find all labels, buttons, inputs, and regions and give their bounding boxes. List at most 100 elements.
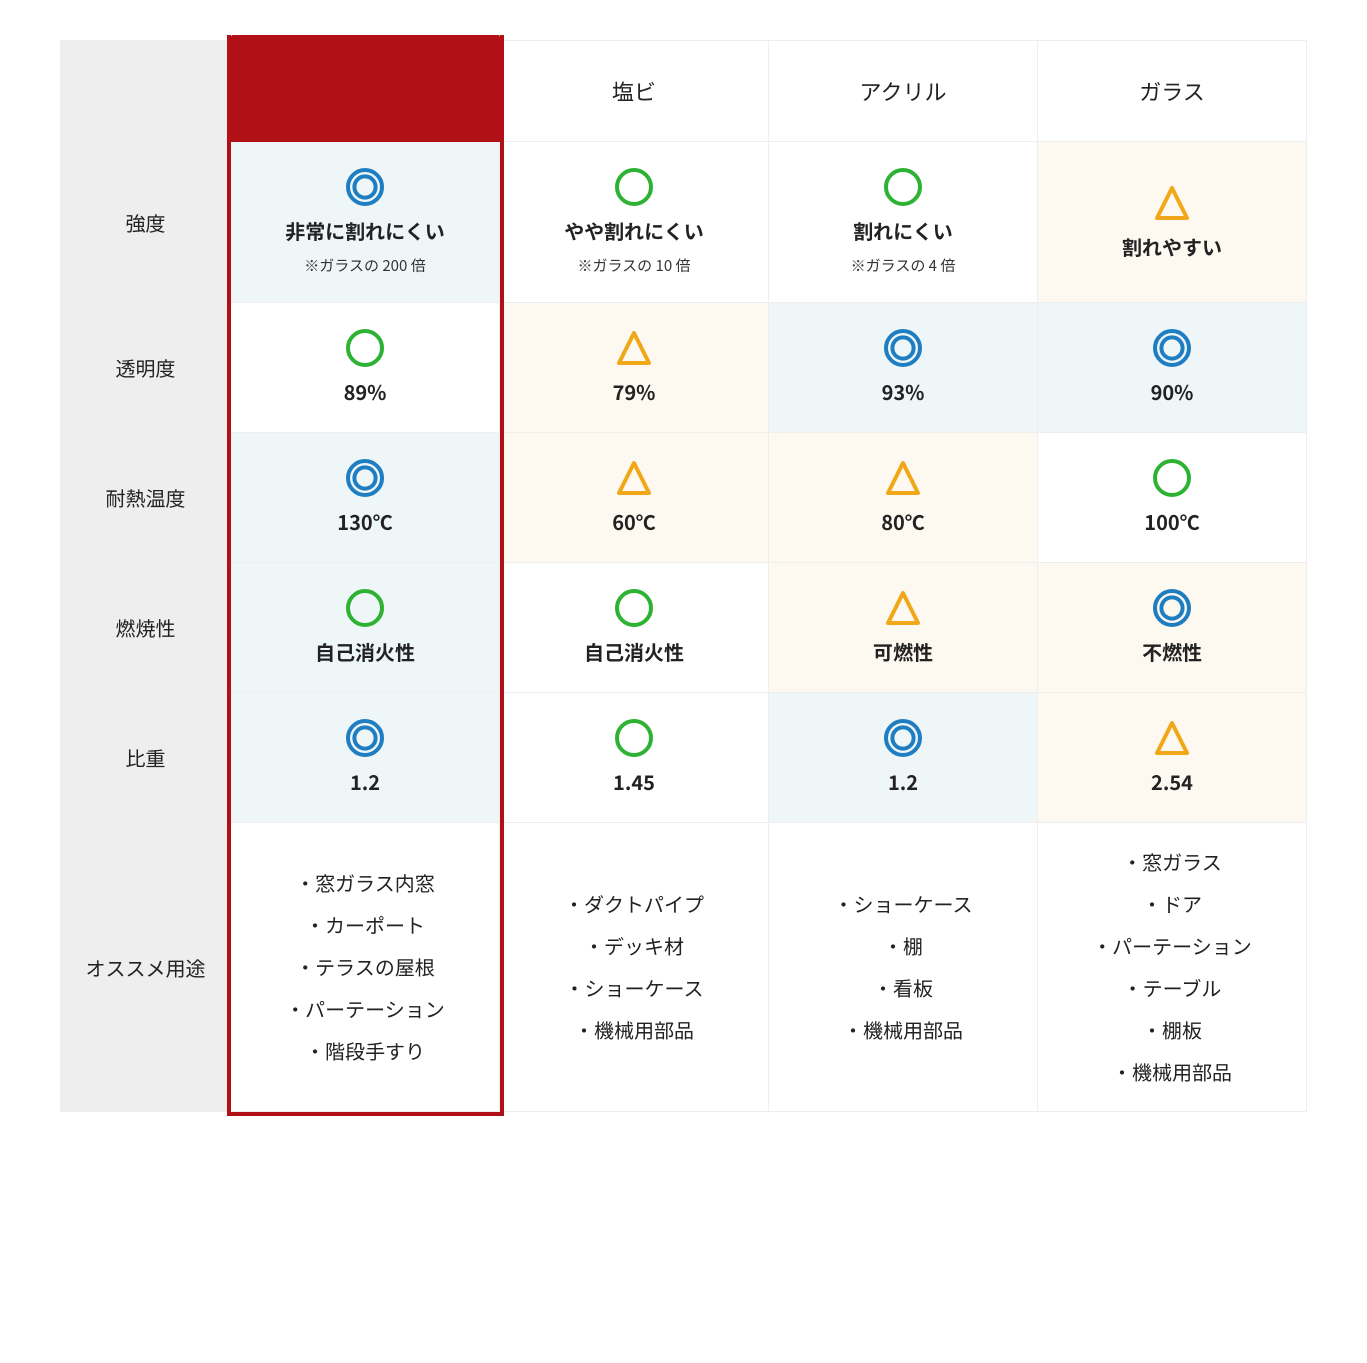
double_circle-icon	[1153, 329, 1191, 367]
row-header: 燃焼性	[61, 563, 231, 693]
row-header: 強度	[61, 142, 231, 303]
double_circle-icon	[884, 719, 922, 757]
rating: 79%	[510, 321, 758, 414]
rating-value: 90%	[1151, 377, 1194, 406]
rating-cell: 不燃性	[1038, 563, 1307, 693]
rating: 割れにくい ※ガラスの 4 倍	[779, 160, 1027, 284]
column-header: ガラス	[1038, 41, 1307, 142]
use-item: ・パーテーション	[1048, 925, 1296, 967]
triangle-icon	[615, 329, 653, 367]
rating-cell: 可燃性	[769, 563, 1038, 693]
rating: 自己消火性	[241, 581, 489, 674]
rating: 93%	[779, 321, 1027, 414]
use-item: ・窓ガラス内窓	[241, 862, 489, 904]
table-body: 強度 非常に割れにくい ※ガラスの 200 倍 やや割れにくい ※ガラスの 10 倍 割れ…	[61, 142, 1307, 1112]
rating-value: 1.45	[613, 767, 655, 796]
rating-value: 1.2	[350, 767, 380, 796]
use-item: ・階段手すり	[241, 1030, 489, 1072]
circle-icon	[346, 589, 384, 627]
rating-cell: 130℃	[231, 433, 500, 563]
circle-icon	[615, 589, 653, 627]
rating-cell: 89%	[231, 303, 500, 433]
rating-cell: 1.2	[231, 693, 500, 823]
rating: 80℃	[779, 451, 1027, 544]
rating-cell: 2.54	[1038, 693, 1307, 823]
double_circle-icon	[346, 719, 384, 757]
rating: やや割れにくい ※ガラスの 10 倍	[510, 160, 758, 284]
circle-icon	[884, 168, 922, 206]
rating: 130℃	[241, 451, 489, 544]
double_circle-icon	[884, 329, 922, 367]
triangle-icon	[884, 589, 922, 627]
table-row: オススメ用途・窓ガラス内窓・カーポート・テラスの屋根・パーテーション・階段手すり…	[61, 823, 1307, 1112]
rating-cell: 割れやすい	[1038, 142, 1307, 303]
rating: 不燃性	[1048, 581, 1296, 674]
rating-cell: 100℃	[1038, 433, 1307, 563]
column-header-label: ガラス	[1139, 75, 1205, 107]
triangle-icon	[615, 459, 653, 497]
row-header: 耐熱温度	[61, 433, 231, 563]
rating-note: ※ガラスの 4 倍	[851, 255, 956, 276]
uses-cell: ・ダクトパイプ・デッキ材・ショーケース・機械用部品	[500, 823, 769, 1112]
rating-cell: やや割れにくい ※ガラスの 10 倍	[500, 142, 769, 303]
use-item: ・機械用部品	[510, 1009, 758, 1051]
table-row: 燃焼性自己消火性 自己消火性 可燃性 不燃性	[61, 563, 1307, 693]
rating-value: やや割れにくい	[564, 216, 704, 245]
rating-value: 自己消火性	[584, 637, 684, 666]
rating-value: 自己消火性	[315, 637, 415, 666]
rating-cell: 93%	[769, 303, 1038, 433]
column-header-label: ポリカーボネート	[277, 75, 453, 107]
use-item: ・テラスの屋根	[241, 946, 489, 988]
rating-cell: 80℃	[769, 433, 1038, 563]
rating-value: 2.54	[1151, 767, 1193, 796]
rating-value: 1.2	[888, 767, 918, 796]
double_circle-icon	[1153, 589, 1191, 627]
rating-value: 割れにくい	[853, 216, 953, 245]
use-item: ・ダクトパイプ	[510, 883, 758, 925]
rating-cell: 90%	[1038, 303, 1307, 433]
use-item: ・棚板	[1048, 1009, 1296, 1051]
use-item: ・機械用部品	[1048, 1051, 1296, 1093]
triangle-icon	[1153, 719, 1191, 757]
rating-cell: 非常に割れにくい ※ガラスの 200 倍	[231, 142, 500, 303]
rating-value: 93%	[882, 377, 925, 406]
rating-value: 60℃	[612, 507, 656, 536]
use-item: ・窓ガラス	[1048, 841, 1296, 883]
rating-value: 可燃性	[873, 637, 933, 666]
uses-cell: ・窓ガラス・ドア・パーテーション・テーブル・棚板・機械用部品	[1038, 823, 1307, 1112]
circle-icon	[615, 168, 653, 206]
rating-value: 80℃	[881, 507, 925, 536]
rating-note: ※ガラスの 200 倍	[304, 255, 425, 276]
row-header: 透明度	[61, 303, 231, 433]
rating-cell: 割れにくい ※ガラスの 4 倍	[769, 142, 1038, 303]
rating-cell: 1.45	[500, 693, 769, 823]
rating: 90%	[1048, 321, 1296, 414]
rating-value: 非常に割れにくい	[285, 216, 445, 245]
rating: 非常に割れにくい ※ガラスの 200 倍	[241, 160, 489, 284]
rating: 1.45	[510, 711, 758, 804]
rating-value: 100℃	[1144, 507, 1199, 536]
column-header: ポリカーボネート	[231, 41, 500, 142]
rating: 可燃性	[779, 581, 1027, 674]
rating-value: 130℃	[337, 507, 392, 536]
use-item: ・カーポート	[241, 904, 489, 946]
rating-cell: 自己消火性	[231, 563, 500, 693]
use-item: ・パーテーション	[241, 988, 489, 1030]
table-row: 透明度89% 79% 93% 90%	[61, 303, 1307, 433]
rating-cell: 60℃	[500, 433, 769, 563]
table-header-row: ポリカーボネート塩ビアクリルガラス	[61, 41, 1307, 142]
rating: 1.2	[241, 711, 489, 804]
rating-value: 79%	[613, 377, 656, 406]
row-header: 比重	[61, 693, 231, 823]
rating-cell: 自己消火性	[500, 563, 769, 693]
use-item: ・ドア	[1048, 883, 1296, 925]
uses-cell: ・ショーケース・棚・看板・機械用部品	[769, 823, 1038, 1112]
rating-note: ※ガラスの 10 倍	[577, 255, 690, 276]
material-comparison-table: ポリカーボネート塩ビアクリルガラス 強度非常に割れにくい※ガラスの 200 倍や…	[60, 40, 1307, 1112]
triangle-icon	[1153, 184, 1191, 222]
rating: 1.2	[779, 711, 1027, 804]
comparison-table-page: ポリカーボネート塩ビアクリルガラス 強度非常に割れにくい※ガラスの 200 倍や…	[0, 0, 1367, 1172]
column-header-label: アクリル	[860, 75, 947, 107]
use-item: ・テーブル	[1048, 967, 1296, 1009]
rating: 割れやすい	[1048, 176, 1296, 269]
